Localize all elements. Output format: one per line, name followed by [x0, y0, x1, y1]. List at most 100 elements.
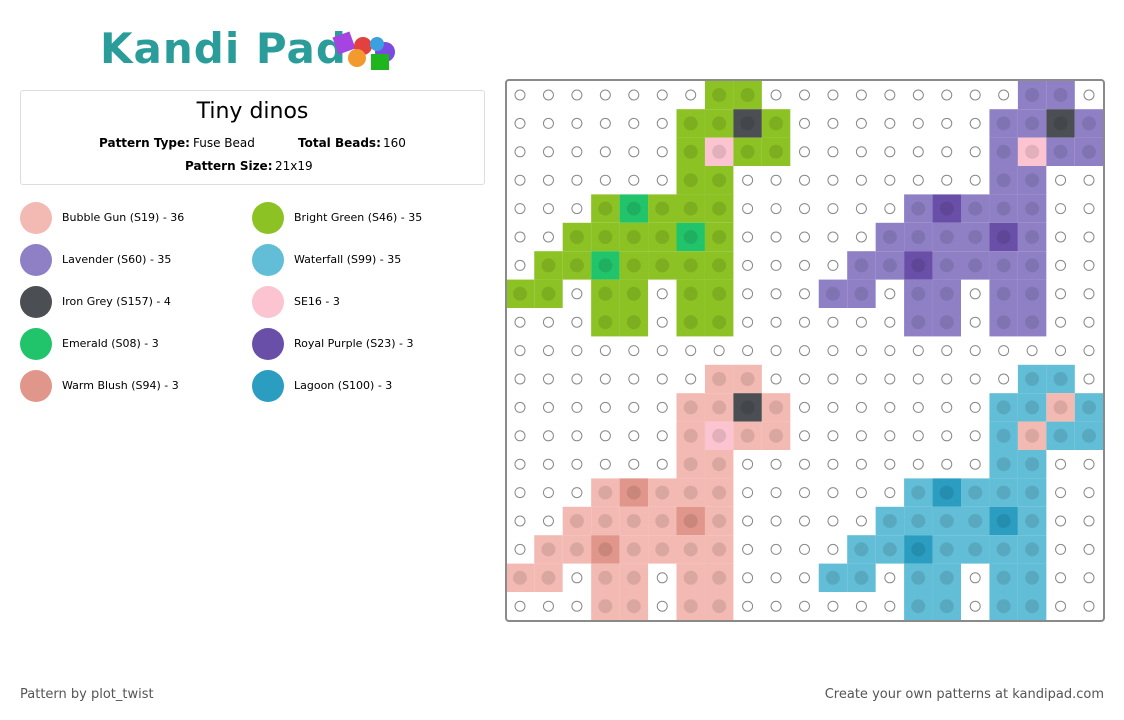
legend-label: Iron Grey (S157) - 4 [62, 295, 171, 308]
bead-hole [683, 400, 698, 415]
logo[interactable]: Kandi Pad [100, 24, 347, 73]
bead [961, 478, 990, 507]
legend-label: Emerald (S08) - 3 [62, 337, 159, 350]
bead [704, 251, 734, 280]
bead [904, 535, 933, 564]
bead [1017, 279, 1047, 308]
empty-peg [628, 174, 640, 186]
pattern-title: Tiny dinos [196, 99, 309, 124]
empty-peg [542, 515, 554, 527]
empty-peg [713, 345, 725, 357]
bead-hole [626, 315, 641, 330]
bead [619, 308, 649, 337]
bead-hole [968, 514, 983, 528]
empty-peg [628, 89, 640, 101]
empty-peg [685, 373, 697, 385]
bead-hole [882, 514, 897, 528]
empty-peg [770, 600, 782, 612]
bead [904, 563, 933, 592]
bead [619, 478, 649, 507]
bead-hole [1025, 315, 1040, 330]
empty-peg [799, 600, 810, 612]
empty-peg [742, 515, 754, 527]
bead [989, 137, 1018, 166]
beads-label: Total Beads: [298, 136, 381, 150]
legend-label: Warm Blush (S94) - 3 [62, 379, 179, 392]
empty-peg [514, 458, 526, 470]
empty-peg [770, 373, 782, 385]
empty-peg [542, 146, 554, 158]
empty-peg [656, 373, 668, 385]
bead-hole [712, 400, 727, 415]
bead [591, 194, 620, 223]
bead [989, 506, 1018, 536]
bead [591, 506, 620, 536]
empty-peg [884, 572, 896, 584]
bead-hole [712, 485, 727, 500]
bead [534, 563, 563, 592]
bead [932, 563, 961, 592]
empty-peg [941, 373, 953, 385]
bead [989, 222, 1018, 252]
bead [704, 364, 734, 394]
bead [989, 478, 1018, 507]
credit[interactable]: Pattern by plot_twist [20, 687, 154, 702]
bead-hole [683, 173, 698, 188]
bead-hole [655, 485, 670, 500]
bead [704, 563, 734, 592]
empty-peg [656, 117, 668, 129]
bead [704, 592, 734, 621]
size-label: Pattern Size: [185, 159, 273, 173]
bead [676, 535, 705, 564]
bead [1017, 535, 1047, 564]
bead [932, 308, 961, 337]
bead-hole [854, 570, 869, 585]
bead-hole [996, 599, 1011, 614]
bead [591, 535, 620, 564]
info-box: Tiny dinos Pattern Type: Fuse Bead Total… [20, 90, 485, 185]
bead-hole [911, 201, 926, 216]
bead-hole [996, 457, 1011, 472]
empty-peg [1055, 259, 1067, 271]
empty-peg [742, 458, 754, 470]
empty-peg [514, 259, 526, 271]
bead-hole [996, 258, 1011, 273]
bead [1046, 109, 1075, 138]
bead [591, 279, 620, 308]
legend-label: SE16 - 3 [294, 295, 340, 308]
empty-peg [742, 203, 754, 215]
empty-peg [941, 458, 953, 470]
bead-hole [712, 201, 727, 216]
empty-peg [514, 430, 526, 442]
empty-peg [571, 430, 583, 442]
empty-peg [1083, 203, 1095, 215]
empty-peg [770, 203, 782, 215]
empty-peg [855, 515, 867, 527]
empty-peg [969, 458, 981, 470]
empty-peg [799, 203, 810, 215]
bead-hole [996, 230, 1011, 244]
cta[interactable]: Create your own patterns at kandipad.com [824, 687, 1104, 702]
bead-hole [598, 599, 613, 614]
empty-peg [1083, 174, 1095, 186]
bead-hole [740, 116, 755, 131]
bead [676, 166, 705, 195]
logo-beads [332, 31, 395, 70]
empty-peg [1055, 345, 1067, 357]
bead [904, 308, 933, 337]
size-value: 21x19 [275, 159, 313, 173]
empty-peg [770, 316, 782, 328]
bead [676, 393, 705, 422]
bead-hole [996, 201, 1011, 216]
empty-peg [799, 458, 810, 470]
bead-hole [683, 485, 698, 500]
empty-peg [656, 146, 668, 158]
empty-peg [571, 203, 583, 215]
empty-peg [799, 259, 810, 271]
bead-hole [911, 514, 926, 528]
empty-peg [855, 401, 867, 413]
bead-hole [1025, 258, 1040, 273]
bead [704, 506, 734, 536]
empty-peg [571, 288, 583, 300]
bead-hole [683, 116, 698, 131]
